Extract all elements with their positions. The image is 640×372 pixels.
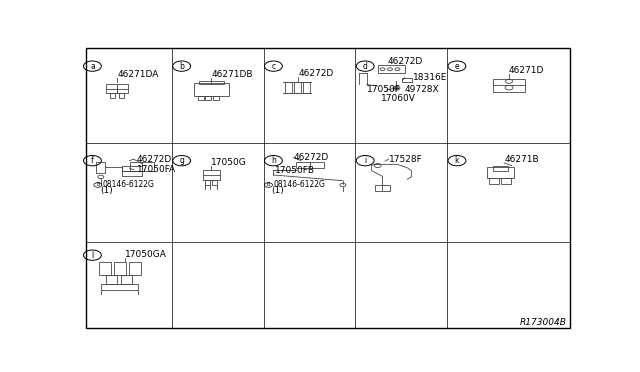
Bar	[129, 162, 142, 171]
Text: 18316E: 18316E	[413, 73, 448, 82]
Bar	[375, 185, 390, 191]
Bar	[99, 262, 111, 275]
Bar	[212, 180, 218, 185]
Text: b: b	[179, 62, 184, 71]
Bar	[142, 162, 154, 171]
Bar	[378, 65, 405, 73]
Bar	[101, 284, 138, 289]
Text: B: B	[96, 183, 100, 187]
Bar	[294, 83, 301, 93]
Bar	[205, 180, 211, 185]
Text: 46271B: 46271B	[504, 155, 539, 164]
Text: (1): (1)	[100, 186, 113, 195]
Bar	[198, 96, 204, 100]
Text: 17050F: 17050F	[367, 86, 401, 94]
Bar	[122, 166, 142, 171]
Text: 17050G: 17050G	[211, 158, 247, 167]
Bar	[303, 83, 310, 93]
Bar	[310, 162, 324, 169]
Text: 08146-6122G: 08146-6122G	[273, 180, 325, 189]
Text: k: k	[454, 156, 460, 165]
Text: a: a	[90, 62, 95, 71]
Text: d: d	[363, 62, 367, 71]
Text: 46272D: 46272D	[137, 155, 172, 164]
Text: 46272D: 46272D	[388, 57, 423, 66]
Bar	[114, 262, 126, 275]
Text: 17528F: 17528F	[388, 155, 422, 164]
Text: 17060V: 17060V	[381, 94, 415, 103]
Text: B: B	[267, 183, 270, 187]
Text: (1): (1)	[271, 186, 284, 195]
Bar	[489, 178, 499, 184]
Bar	[96, 162, 105, 173]
Bar	[129, 262, 141, 275]
Text: 46272D: 46272D	[293, 153, 328, 162]
Bar	[213, 96, 220, 100]
Bar	[500, 178, 511, 184]
Text: c: c	[271, 62, 275, 71]
Bar	[486, 167, 514, 179]
Text: 17050FB: 17050FB	[275, 166, 315, 174]
Text: R173004B: R173004B	[520, 318, 567, 327]
Bar	[296, 162, 310, 169]
Text: 08146-6122G: 08146-6122G	[103, 180, 155, 189]
Bar	[122, 171, 142, 176]
Bar	[205, 96, 211, 100]
Bar	[121, 275, 132, 284]
Text: 46271DA: 46271DA	[117, 70, 159, 79]
Text: e: e	[454, 62, 460, 71]
Bar	[403, 78, 412, 82]
Text: 17050FA: 17050FA	[137, 165, 176, 174]
Text: i: i	[364, 156, 366, 165]
Bar	[106, 275, 116, 284]
Bar	[199, 81, 224, 84]
Bar	[493, 79, 525, 92]
Bar	[194, 83, 229, 96]
Text: 46271DB: 46271DB	[211, 70, 253, 79]
Text: 17050GA: 17050GA	[125, 250, 166, 259]
Bar	[493, 166, 508, 171]
Text: l: l	[92, 251, 93, 260]
Text: h: h	[271, 156, 276, 165]
Bar	[285, 83, 292, 93]
Text: 46272D: 46272D	[298, 69, 333, 78]
Text: 46271D: 46271D	[509, 66, 545, 75]
Bar	[203, 170, 220, 180]
Text: 49728X: 49728X	[405, 86, 440, 94]
Bar	[118, 93, 124, 97]
Bar	[110, 93, 115, 97]
Text: f: f	[91, 156, 94, 165]
Bar	[116, 84, 127, 93]
Bar	[106, 84, 116, 93]
Text: g: g	[179, 156, 184, 165]
